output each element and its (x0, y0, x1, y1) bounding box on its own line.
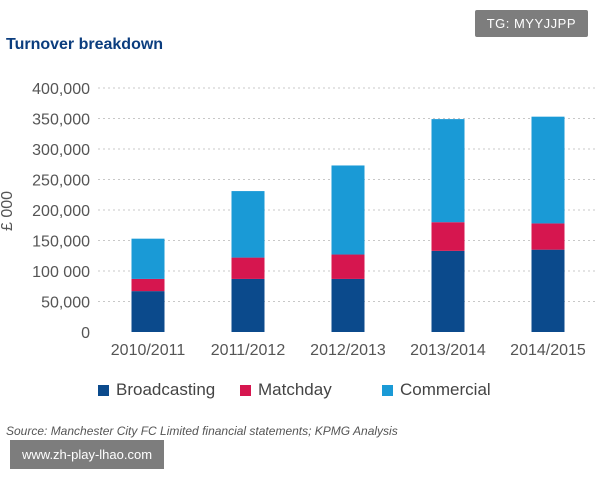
x-tick-label: 2010/2011 (111, 342, 186, 359)
bar-commercial-2010-2011 (131, 238, 165, 279)
bar-broadcasting-2012-2013 (331, 278, 365, 332)
legend-item-matchday: Matchday (240, 380, 382, 400)
bar-broadcasting-2010-2011 (131, 291, 165, 332)
x-tick-label: 2013/2014 (410, 342, 486, 359)
x-tick-label: 2012/2013 (310, 342, 386, 359)
legend-swatch-broadcasting (98, 384, 109, 396)
bar-broadcasting-2014-2015 (531, 249, 565, 332)
bars (131, 116, 565, 332)
bar-matchday-2013-2014 (431, 222, 465, 251)
legend-label-matchday: Matchday (258, 380, 332, 399)
y-tick-label: 350,000 (32, 112, 90, 129)
x-tick-label: 2011/2012 (211, 342, 286, 359)
bar-broadcasting-2013-2014 (431, 250, 465, 332)
legend-label-broadcasting: Broadcasting (116, 380, 216, 399)
bar-matchday-2012-2013 (331, 254, 365, 279)
y-axis-label: £ 000 (0, 190, 17, 232)
bar-commercial-2011-2012 (231, 191, 265, 258)
bar-commercial-2014-2015 (531, 116, 565, 224)
bar-matchday-2014-2015 (531, 223, 565, 250)
legend: Broadcasting Matchday Commercial (98, 380, 491, 400)
legend-label-commercial: Commercial (400, 380, 491, 399)
x-tick-labels: 2010/2011 2011/2012 2012/2013 2013/2014 2014… (111, 342, 586, 359)
website-badge: www.zh-play-lhao.com (10, 440, 165, 469)
source-note: Source: Manchester City FC Limited finan… (6, 424, 398, 438)
y-tick-label: 300,000 (32, 142, 90, 159)
y-tick-label: 200,000 (32, 203, 90, 220)
legend-swatch-matchday (240, 384, 251, 396)
tag-badge: TG: MYYJJPP (474, 10, 588, 37)
x-tick-label: 2014/2015 (510, 342, 586, 359)
y-tick-label: 250,000 (32, 173, 90, 190)
y-tick-label: 0 (81, 325, 90, 342)
y-tick-label: 100 000 (32, 264, 90, 281)
bar-matchday-2010-2011 (131, 278, 165, 292)
y-tick-label: 50,000 (41, 295, 90, 312)
legend-swatch-commercial (382, 384, 393, 396)
bar-commercial-2013-2014 (431, 119, 465, 223)
bar-commercial-2012-2013 (331, 165, 365, 255)
legend-item-commercial: Commercial (382, 380, 491, 400)
y-tick-label: 400,000 (32, 81, 90, 98)
legend-item-broadcasting: Broadcasting (98, 380, 240, 400)
chart-title: Turnover breakdown (6, 36, 164, 53)
bar-broadcasting-2011-2012 (231, 278, 265, 332)
y-tick-label: 150,000 (32, 234, 90, 251)
bar-matchday-2011-2012 (231, 257, 265, 279)
y-tick-labels: 0 50,000 100 000 150,000 200,000 250,000 300,0… (32, 81, 90, 342)
